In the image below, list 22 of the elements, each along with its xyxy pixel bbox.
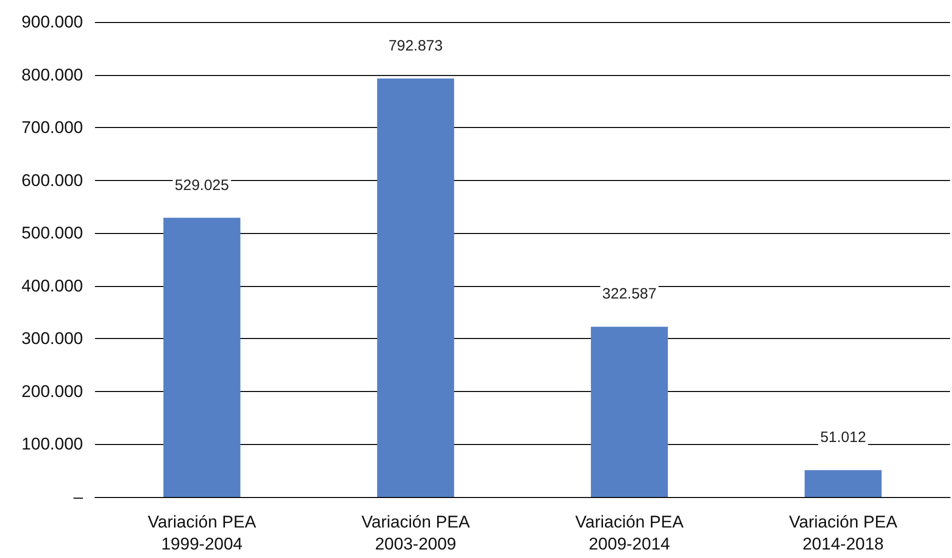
data-label: 322.587 (602, 286, 656, 303)
y-tick-label: 100.000 (22, 434, 83, 454)
y-tick-label: 500.000 (22, 224, 83, 243)
y-tick-label: 900.000 (22, 12, 83, 32)
data-label: 51.012 (820, 429, 866, 446)
y-tick-label: 400.000 (22, 276, 83, 296)
y-tick-label: 200.000 (22, 382, 83, 401)
x-tick-label: Variación PEA 2003-2009 (361, 512, 470, 554)
bar (590, 326, 668, 497)
y-tick-label: 300.000 (22, 329, 83, 348)
x-tick-label: Variación PEA 2014-2018 (788, 512, 898, 554)
y-tick-label: 800.000 (22, 65, 83, 84)
bar (377, 78, 454, 497)
x-tick-label: Variación PEA 2009-2014 (575, 512, 684, 554)
bar (163, 218, 240, 497)
y-tick-label: 700.000 (22, 118, 83, 138)
data-label: 529.025 (174, 176, 229, 194)
x-tick-label: Variación PEA 1999-2004 (148, 512, 257, 554)
y-tick-label: – (74, 488, 84, 506)
y-tick-label: 600.000 (22, 170, 83, 190)
bar (804, 470, 882, 497)
data-label: 792.873 (388, 38, 443, 55)
